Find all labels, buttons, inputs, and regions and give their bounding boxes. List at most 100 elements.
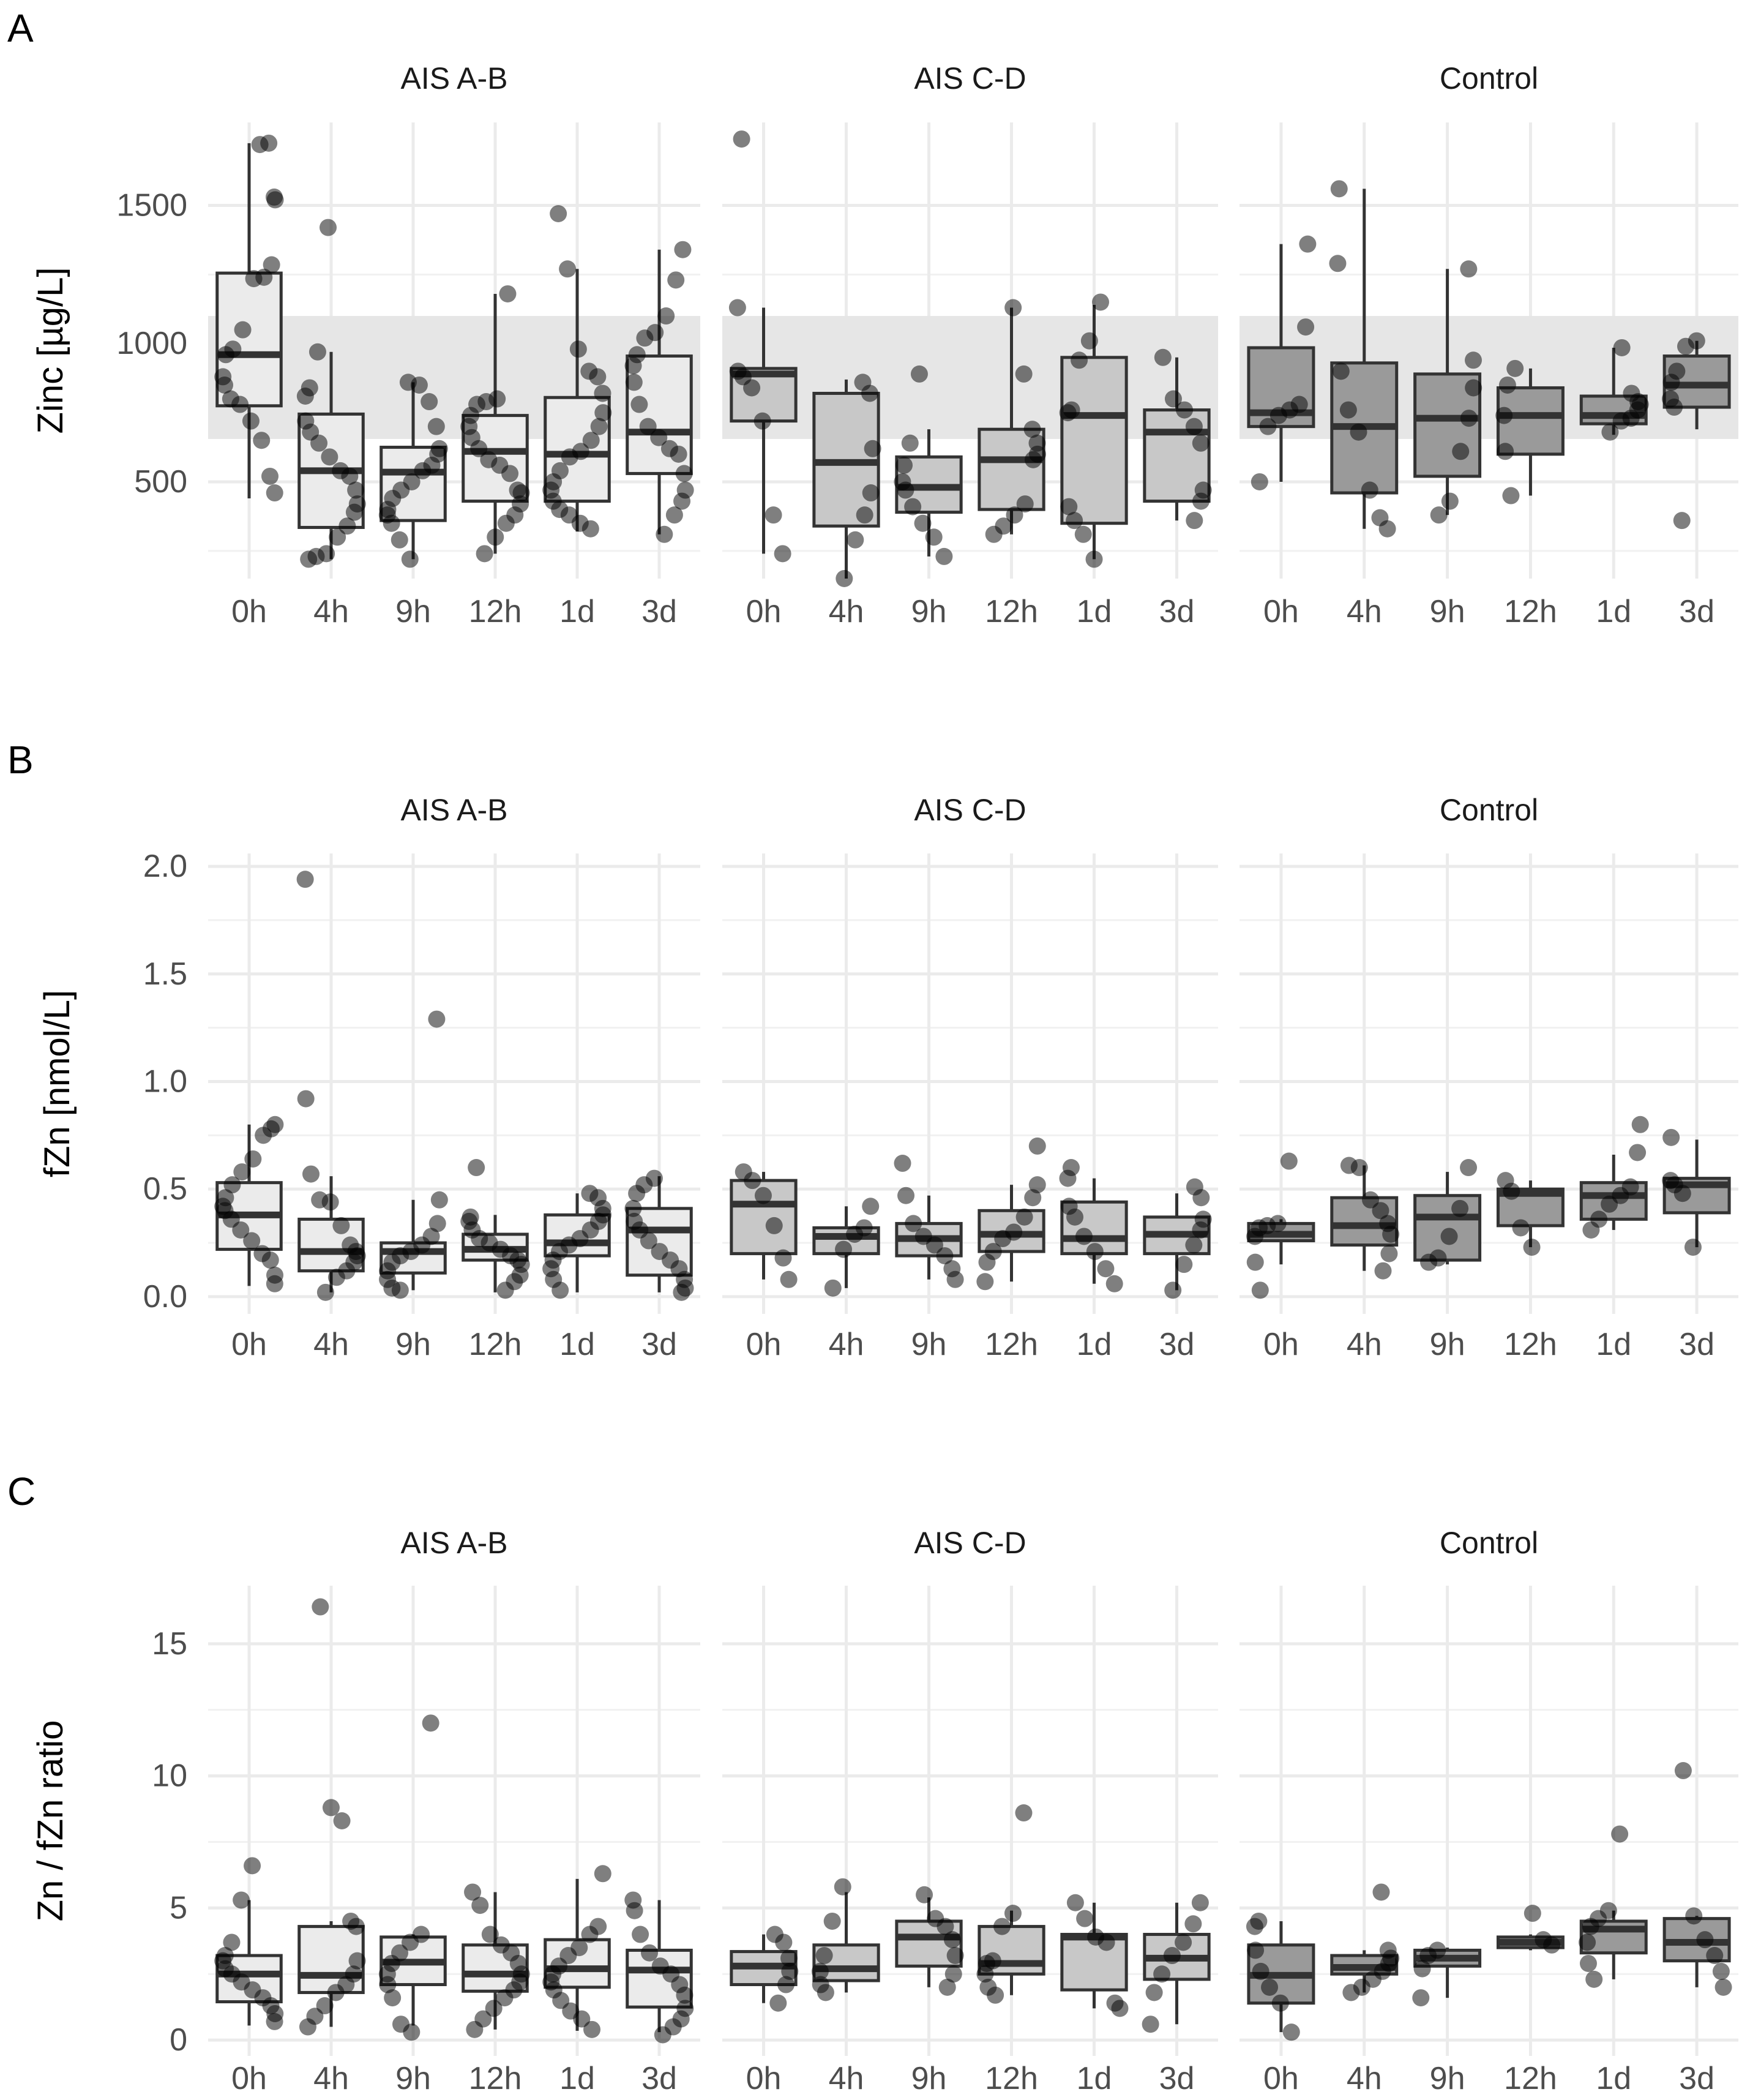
data-point [347, 481, 365, 499]
data-point [765, 1217, 783, 1234]
data-point [302, 1165, 320, 1183]
data-point [245, 270, 263, 288]
data-point [1192, 434, 1210, 452]
data-point [775, 1933, 793, 1951]
x-tick-label: 4h [1347, 594, 1382, 629]
data-point [1523, 1239, 1541, 1256]
data-point [1677, 337, 1694, 355]
x-tick-label: 12h [469, 2061, 522, 2096]
data-point [935, 547, 953, 565]
data-point [1105, 1275, 1123, 1292]
data-point [481, 1926, 499, 1943]
data-point [1372, 1883, 1390, 1901]
data-point [329, 528, 346, 546]
box-1d [1060, 1178, 1128, 1284]
facet-title: AIS A-B [400, 1526, 507, 1560]
data-point [1015, 1208, 1033, 1226]
data-point [428, 1215, 446, 1232]
y-tick-label: 0 [170, 2022, 187, 2058]
data-point [422, 1714, 439, 1732]
data-point [1662, 1128, 1680, 1146]
data-point [1512, 1219, 1530, 1237]
data-point [1460, 1159, 1478, 1177]
facet-ais-c-d: AIS C-D 0h 4h 9h 12h 1d 3d [722, 1526, 1218, 2096]
data-point [414, 462, 432, 479]
data-point [834, 1878, 851, 1896]
data-point [1282, 2023, 1300, 2041]
data-point [1330, 180, 1348, 198]
data-point [384, 1989, 402, 2007]
data-point [728, 299, 746, 317]
data-point [744, 1172, 761, 1190]
y-tick-label: 5 [170, 1890, 187, 1926]
data-point [1175, 1933, 1192, 1951]
data-point [1585, 1970, 1603, 1988]
data-point [231, 396, 249, 413]
data-point [1342, 1984, 1360, 2001]
data-point [1380, 1245, 1398, 1262]
data-point [674, 241, 692, 258]
data-point [590, 418, 608, 435]
data-point [1339, 401, 1357, 419]
x-tick-label: 1d [559, 594, 595, 629]
x-tick-label: 9h [911, 594, 947, 629]
data-point [594, 384, 611, 402]
data-point [936, 1247, 954, 1265]
data-point [403, 2023, 421, 2041]
data-point [1582, 1918, 1599, 1935]
facet-title: Control [1440, 793, 1538, 827]
data-point [320, 219, 337, 236]
data-point [630, 396, 648, 413]
x-tick-label: 4h [829, 2061, 864, 2096]
data-point [581, 520, 599, 538]
data-point [1378, 520, 1396, 538]
data-point [223, 1933, 241, 1951]
data-point [243, 1232, 261, 1250]
y-axis-label: Zn / fZn ratio [31, 1720, 70, 1922]
data-point [1074, 525, 1092, 543]
x-tick-label: 0h [1263, 594, 1299, 629]
data-point [573, 2010, 591, 2028]
data-point [670, 445, 687, 463]
data-point [333, 1812, 351, 1829]
data-point [856, 506, 873, 524]
data-point [266, 191, 284, 209]
facet-title: AIS C-D [914, 61, 1026, 96]
data-point [944, 1965, 962, 1983]
facet-control: Control 0h 4h 9h 12h 1d 3d [1240, 793, 1738, 1362]
data-point [327, 1269, 345, 1286]
x-tick-label: 12h [1504, 594, 1557, 629]
facet-ais-a-b: AIS A-B 0h 4h 9h 12h 1d 3d [208, 61, 700, 629]
data-point [862, 484, 880, 502]
data-point [260, 134, 278, 152]
facet-title: AIS C-D [914, 793, 1026, 827]
data-point [673, 1283, 690, 1301]
data-point [1452, 443, 1470, 460]
data-point [1674, 1762, 1692, 1780]
data-point [401, 550, 419, 568]
data-point [234, 321, 252, 339]
data-point [497, 514, 515, 532]
data-point [255, 1127, 272, 1144]
data-point [1004, 299, 1022, 317]
data-point [632, 1926, 649, 1943]
y-tick-label: 1.5 [143, 956, 187, 992]
data-point [266, 484, 283, 502]
x-tick-label: 3d [1159, 594, 1195, 629]
data-point [904, 498, 922, 516]
data-point [338, 517, 356, 535]
data-point [1543, 1936, 1561, 1954]
data-point [925, 1236, 943, 1254]
reference-band [208, 316, 700, 439]
x-tick-label: 0h [231, 2061, 267, 2096]
data-point [569, 340, 587, 358]
data-point [1696, 1931, 1714, 1949]
data-point [1192, 1189, 1210, 1207]
data-point [823, 1912, 841, 1930]
x-tick-label: 4h [313, 2061, 349, 2096]
y-tick-label: 1000 [116, 326, 187, 361]
data-point [1185, 418, 1203, 435]
data-point [914, 514, 932, 532]
data-point [815, 1947, 833, 1965]
